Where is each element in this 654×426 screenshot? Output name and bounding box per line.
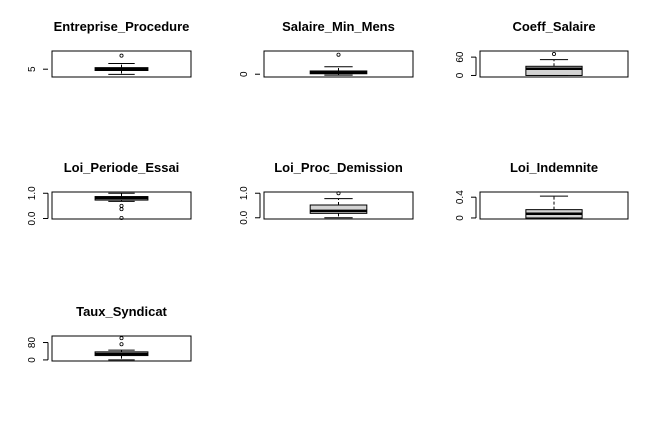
outlier-point — [119, 215, 124, 220]
y-tick-label: 5 — [27, 66, 38, 72]
outlier-point — [119, 336, 124, 341]
iqr-box — [309, 204, 368, 214]
plot-frame — [51, 191, 192, 220]
y-tick-label: 0 — [239, 71, 250, 77]
panel-5: Loi_Proc_Demission 0.0 1.0 — [239, 160, 414, 225]
y-tick-label: 1.0 — [239, 186, 250, 200]
y-tick-label: 0 — [455, 215, 466, 221]
y-tick-label: 0 — [455, 72, 466, 78]
panel-1: Entreprise_Procedure 5 — [27, 19, 192, 78]
outlier-point — [336, 52, 341, 57]
panel-title: Loi_Indemnite — [510, 160, 598, 175]
plot-frame — [263, 50, 414, 78]
y-tick-label: 1.0 — [27, 186, 38, 200]
panel-7: Taux_Syndicat 0 80 — [27, 304, 192, 363]
y-tick-label: 80 — [27, 337, 38, 349]
outlier-point — [119, 203, 124, 208]
y-tick-label: 60 — [455, 51, 466, 63]
panel-title: Taux_Syndicat — [76, 304, 167, 319]
panel-title: Salaire_Min_Mens — [282, 19, 395, 34]
outlier-point — [119, 207, 124, 212]
plot-frame — [51, 50, 192, 78]
plot-frame — [479, 191, 629, 220]
y-tick-label: 0 — [27, 357, 38, 363]
panel-title: Coeff_Salaire — [512, 19, 595, 34]
panel-title: Loi_Periode_Essai — [64, 160, 180, 175]
outlier-point — [336, 191, 341, 196]
y-tick-label: 0.4 — [455, 190, 466, 204]
iqr-box — [525, 65, 583, 76]
panel-title: Loi_Proc_Demission — [274, 160, 403, 175]
outlier-point — [119, 53, 124, 58]
y-tick-label: 0.0 — [239, 210, 250, 224]
panel-3: Coeff_Salaire 0 60 — [455, 19, 629, 78]
panel-4: Loi_Periode_Essai 0.0 1.0 — [27, 160, 192, 225]
plot-frame — [479, 50, 629, 78]
outlier-point — [552, 52, 557, 57]
panel-2: Salaire_Min_Mens 0 — [239, 19, 414, 78]
outlier-point — [119, 342, 124, 347]
panel-6: Loi_Indemnite 0 0.4 — [455, 160, 629, 221]
panel-title: Entreprise_Procedure — [54, 19, 190, 34]
y-tick-label: 0.0 — [27, 211, 38, 225]
plot-frame — [51, 335, 192, 362]
